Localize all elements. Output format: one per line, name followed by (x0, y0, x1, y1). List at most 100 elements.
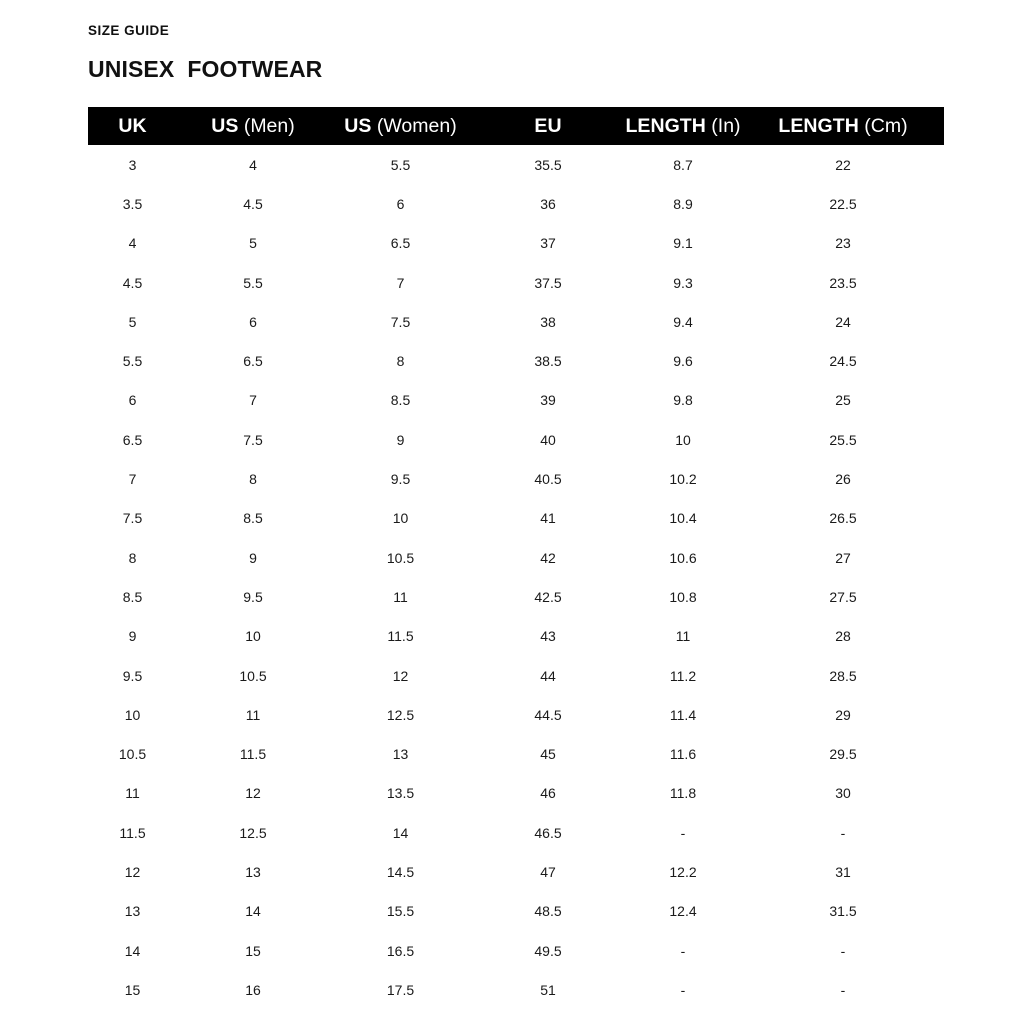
cell-uk: 6.5 (122, 431, 143, 448)
cell-len_cm: 25.5 (829, 431, 857, 448)
cell-us_women: 13 (392, 746, 409, 763)
eyebrow-label: SIZE GUIDE (88, 23, 170, 38)
cell-len_cm: 24 (835, 313, 851, 330)
table-header-row: UK US (Men) US (Women) EU LENGTH (In) LENGTH … (88, 107, 944, 145)
cell-uk: 8.5 (122, 588, 143, 605)
cell-eu: 36 (540, 195, 556, 212)
cell-len_cm: 27 (835, 549, 851, 566)
cell-len_in: 9.1 (673, 235, 693, 252)
cell-len_in: 9.4 (673, 313, 693, 330)
cell-us_men: 12.5 (239, 824, 267, 841)
cell-len_in: 10.6 (669, 549, 697, 566)
cell-eu: 43 (540, 628, 556, 645)
cell-eu: 47 (540, 863, 556, 880)
cell-len_in: 10.4 (669, 510, 697, 527)
cell-len_cm: 23 (835, 235, 851, 252)
cell-uk: 5.5 (122, 353, 143, 370)
cell-us_women: 15.5 (386, 903, 415, 920)
cell-len_cm: 31.5 (829, 903, 857, 920)
cell-len_in: 12.4 (669, 903, 697, 920)
table-row: 4 5 6.5 37 9.1 23 (88, 224, 944, 263)
table-row: 6 7 8.5 39 9.8 25 (88, 381, 944, 420)
cell-len_cm: - (840, 824, 846, 841)
cell-us_women: 16.5 (386, 942, 415, 959)
page-title: UNISEX FOOTWEAR (88, 56, 323, 82)
cell-len_in: - (680, 824, 686, 841)
cell-len_cm: 31 (835, 863, 851, 880)
table-row: 9 10 11.5 43 11 28 (88, 617, 944, 656)
cell-len_cm: 28.5 (829, 667, 857, 684)
cell-eu: 39 (540, 392, 556, 409)
table-row: 7 8 9.5 40.5 10.2 26 (88, 459, 944, 498)
cell-us_men: 6 (249, 313, 257, 330)
cell-eu: 44.5 (534, 706, 562, 723)
cell-len_in: 11.8 (669, 785, 697, 802)
cell-us_women: 10 (392, 510, 409, 527)
cell-us_men: 8 (249, 471, 257, 488)
cell-len_cm: 26.5 (829, 510, 857, 527)
cell-len_in: 12.2 (669, 863, 697, 880)
cell-uk: 9.5 (122, 667, 143, 684)
cell-us_men: 4 (249, 156, 257, 173)
cell-len_in: 11.6 (669, 746, 697, 763)
column-header-eu: EU (472, 107, 624, 145)
cell-len_in: 10.2 (669, 471, 697, 488)
table-row: 7.5 8.5 10 41 10.4 26.5 (88, 499, 944, 538)
cell-us_men: 5.5 (243, 274, 263, 291)
cell-len_cm: 25 (835, 392, 851, 409)
table-row: 9.5 10.5 12 44 11.2 28.5 (88, 656, 944, 695)
cell-us_men: 11.5 (239, 746, 267, 763)
cell-uk: 10.5 (118, 746, 147, 763)
cell-us_men: 5 (249, 235, 257, 252)
cell-us_women: 14.5 (386, 863, 415, 880)
cell-uk: 3.5 (122, 195, 143, 212)
cell-us_women: 6 (396, 195, 405, 212)
column-header-len_cm: LENGTH (Cm) (742, 107, 944, 145)
cell-eu: 49.5 (534, 942, 562, 959)
cell-eu: 37 (540, 235, 556, 252)
cell-us_men: 9 (249, 549, 257, 566)
cell-len_in: 11.2 (669, 667, 697, 684)
cell-eu: 46 (540, 785, 556, 802)
cell-us_women: 17.5 (386, 981, 415, 998)
cell-us_men: 14 (245, 903, 261, 920)
cell-len_cm: - (840, 981, 846, 998)
table-row: 11 12 13.5 46 11.8 30 (88, 774, 944, 813)
cell-uk: 10 (124, 706, 141, 723)
cell-len_in: 9.3 (673, 274, 693, 291)
cell-us_men: 8.5 (243, 510, 263, 527)
column-header-label: LENGTH (778, 114, 859, 137)
cell-eu: 48.5 (534, 903, 562, 920)
table-row: 3 4 5.5 35.5 8.7 22 (88, 145, 944, 184)
cell-us_men: 15 (245, 942, 261, 959)
table-row: 5 6 7.5 38 9.4 24 (88, 302, 944, 341)
cell-us_women: 8.5 (390, 392, 411, 409)
cell-us_women: 14 (392, 824, 409, 841)
cell-len_in: 10.8 (669, 588, 697, 605)
cell-len_in: 9.8 (673, 392, 693, 409)
cell-len_cm: 26 (835, 471, 851, 488)
column-header-unit: (Men) (238, 114, 295, 137)
column-header-label: LENGTH (625, 114, 706, 137)
cell-len_in: - (680, 981, 686, 998)
cell-len_cm: 23.5 (829, 274, 857, 291)
column-header-uk: UK (88, 107, 177, 145)
cell-us_women: 12.5 (386, 706, 415, 723)
cell-len_in: 8.7 (673, 156, 693, 173)
column-header-label: US (211, 114, 239, 137)
table-row: 8.5 9.5 11 42.5 10.8 27.5 (88, 577, 944, 616)
cell-uk: 11 (125, 785, 140, 802)
cell-us_men: 6.5 (243, 353, 263, 370)
cell-len_cm: 30 (835, 785, 851, 802)
cell-us_women: 6.5 (390, 235, 411, 252)
cell-len_in: 11 (675, 628, 691, 645)
cell-us_women: 11 (393, 588, 408, 605)
cell-len_in: 9.6 (673, 353, 693, 370)
cell-us_women: 7.5 (390, 313, 411, 330)
table-row: 10.5 11.5 13 45 11.6 29.5 (88, 734, 944, 773)
cell-uk: 4.5 (122, 274, 143, 291)
cell-us_men: 12 (245, 785, 261, 802)
cell-len_cm: 28 (835, 628, 851, 645)
cell-uk: 12 (124, 863, 141, 880)
cell-uk: 6 (128, 392, 137, 409)
